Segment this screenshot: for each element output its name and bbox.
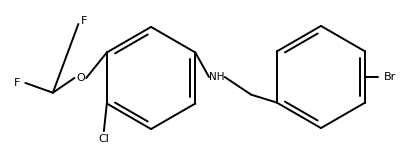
Text: Cl: Cl (99, 134, 110, 144)
Text: O: O (76, 73, 85, 83)
Text: Br: Br (384, 72, 396, 82)
Text: NH: NH (209, 72, 224, 82)
Text: F: F (14, 78, 20, 88)
Text: F: F (81, 16, 87, 26)
